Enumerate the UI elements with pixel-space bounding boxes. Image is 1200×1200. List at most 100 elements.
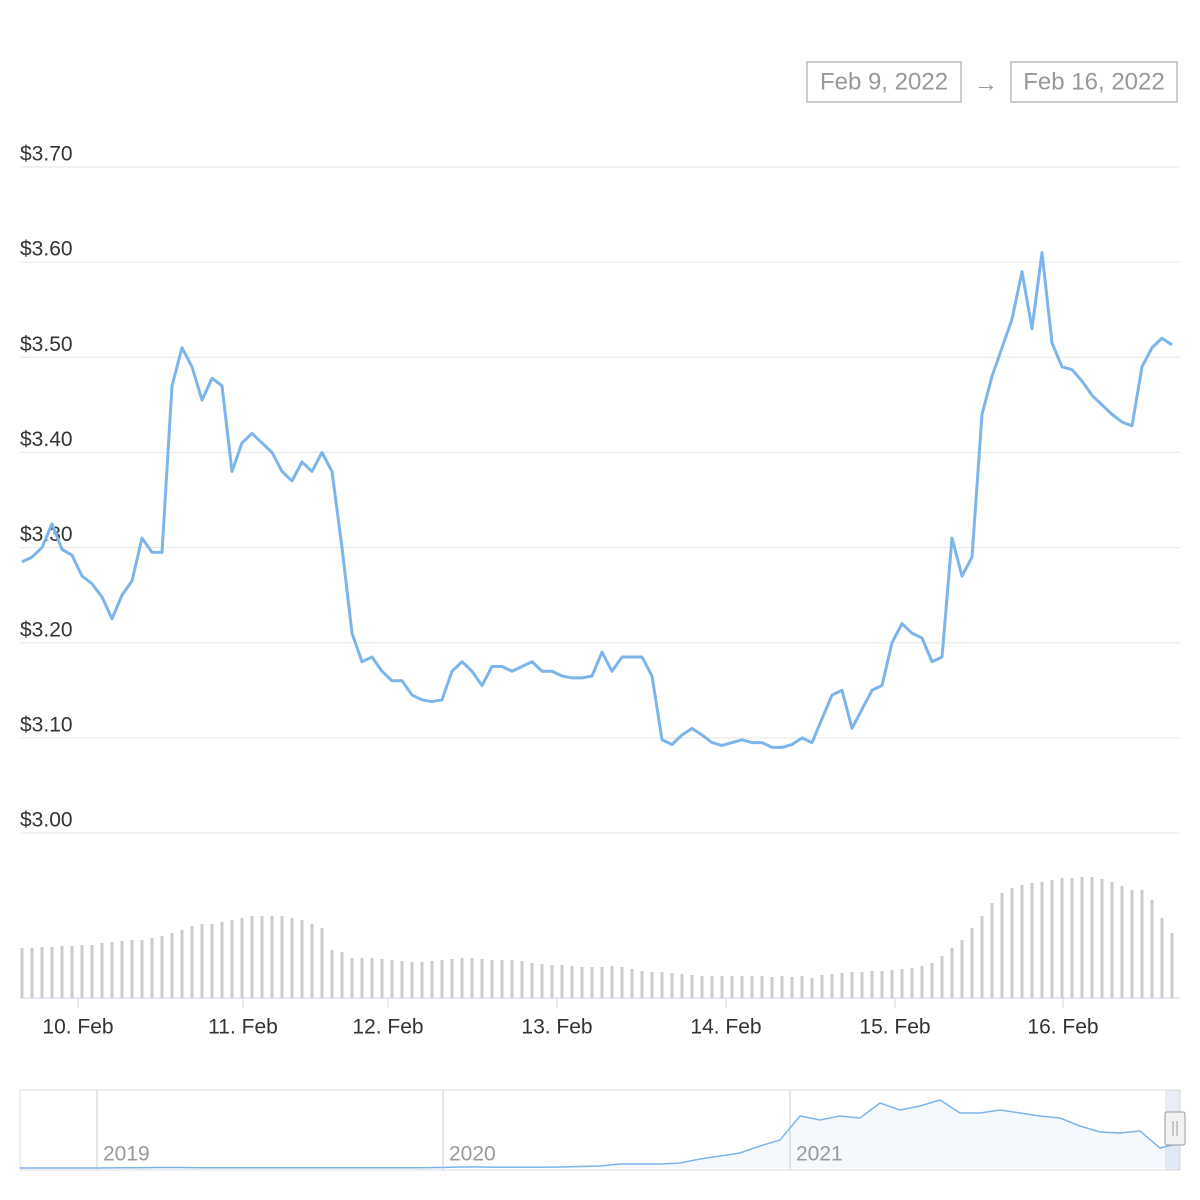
volume-bar xyxy=(680,974,684,998)
y-tick-label: $3.40 xyxy=(20,428,73,451)
volume-bar xyxy=(200,924,204,998)
volume-bar xyxy=(800,976,804,998)
volume-bar xyxy=(1070,878,1074,998)
y-tick-label: $3.50 xyxy=(20,333,73,356)
volume-bar xyxy=(640,971,644,998)
volume-bar xyxy=(1160,918,1164,998)
volume-bar xyxy=(850,972,854,998)
volume-bar xyxy=(630,969,634,998)
date-input[interactable] xyxy=(1010,61,1178,103)
y-tick-label: $3.20 xyxy=(20,618,73,641)
volume-bar xyxy=(340,952,344,998)
volume-bar xyxy=(150,938,154,998)
volume-bar xyxy=(790,977,794,998)
volume-bar xyxy=(480,959,484,998)
volume-bar xyxy=(320,928,324,998)
price-line xyxy=(21,251,1173,749)
volume-bar xyxy=(520,961,524,998)
volume-bar xyxy=(310,924,314,998)
volume-bar xyxy=(170,933,174,998)
volume-bar xyxy=(820,975,824,998)
volume-bar xyxy=(1020,885,1024,998)
volume-bar xyxy=(330,950,334,998)
volume-bar xyxy=(900,969,904,998)
volume-bar xyxy=(670,973,674,998)
volume-bar xyxy=(750,976,754,998)
volume-bar xyxy=(280,916,284,998)
x-tick-label: 11. Feb xyxy=(208,1016,278,1039)
volume-bar xyxy=(50,947,54,998)
volume-bar xyxy=(300,920,304,998)
volume-bar xyxy=(1100,879,1104,998)
volume-bar xyxy=(930,963,934,998)
volume-bar xyxy=(390,960,394,998)
x-tick-label: 13. Feb xyxy=(521,1016,592,1039)
volume-bar xyxy=(230,920,234,998)
date-separator: → xyxy=(974,70,998,97)
volume-bar xyxy=(260,916,264,998)
volume-bar xyxy=(1010,888,1014,998)
y-tick-label: $3.10 xyxy=(20,713,73,736)
navigator-line xyxy=(20,1099,1181,1169)
volume-bar xyxy=(960,940,964,998)
volume-bar xyxy=(1040,882,1044,998)
volume-bar xyxy=(540,964,544,998)
volume-bar xyxy=(120,941,124,998)
volume-bar xyxy=(1170,933,1174,998)
x-tick-label: 16. Feb xyxy=(1027,1016,1098,1039)
volume-bar xyxy=(830,974,834,998)
volume-bar xyxy=(210,924,214,998)
volume-bar xyxy=(730,976,734,998)
volume-bar xyxy=(100,943,104,998)
volume-bar xyxy=(880,971,884,998)
volume-bar xyxy=(20,948,24,998)
volume-bar xyxy=(450,959,454,998)
volume-bar xyxy=(920,966,924,998)
volume-bar xyxy=(1090,877,1094,998)
volume-bar xyxy=(470,958,474,998)
volume-bar xyxy=(1140,890,1144,998)
volume-bar xyxy=(610,966,614,998)
y-tick-label: $3.00 xyxy=(20,809,73,832)
volume-bar xyxy=(1130,890,1134,998)
volume-bar xyxy=(1110,882,1114,998)
volume-bar xyxy=(690,975,694,998)
volume-bar xyxy=(980,916,984,998)
volume-bar xyxy=(1050,880,1054,998)
x-tick-label: 15. Feb xyxy=(859,1016,930,1039)
navigator-area xyxy=(20,1100,1180,1168)
date-input[interactable] xyxy=(806,61,962,103)
volume-bar xyxy=(180,930,184,998)
volume-bar xyxy=(220,922,224,998)
volume-bar xyxy=(1120,886,1124,998)
volume-bar xyxy=(70,946,74,998)
volume-bar xyxy=(570,966,574,998)
volume-bar xyxy=(710,976,714,998)
volume-bar xyxy=(1080,877,1084,998)
volume-bar xyxy=(580,967,584,998)
volume-bar xyxy=(1000,893,1004,998)
volume-bar xyxy=(160,936,164,998)
volume-bar xyxy=(240,918,244,998)
y-tick-label: $3.70 xyxy=(20,143,73,166)
volume-bar xyxy=(490,960,494,998)
volume-bar xyxy=(130,940,134,998)
navigator-handle[interactable] xyxy=(1164,1111,1186,1146)
volume-bar xyxy=(40,947,44,998)
date-from: Feb 9, 2022 xyxy=(820,68,948,95)
volume-bar xyxy=(530,963,534,998)
volume-bar xyxy=(250,916,254,998)
volume-bar xyxy=(380,959,384,998)
volume-bar xyxy=(290,918,294,998)
volume-bar xyxy=(840,973,844,998)
volume-bar xyxy=(950,948,954,998)
volume-bar xyxy=(970,928,974,998)
volume-bar xyxy=(190,926,194,998)
volume-bar xyxy=(560,965,564,998)
volume-bar xyxy=(460,958,464,998)
x-tick-label: 12. Feb xyxy=(352,1016,423,1039)
volume-bar xyxy=(360,958,364,998)
volume-bar xyxy=(1060,878,1064,998)
